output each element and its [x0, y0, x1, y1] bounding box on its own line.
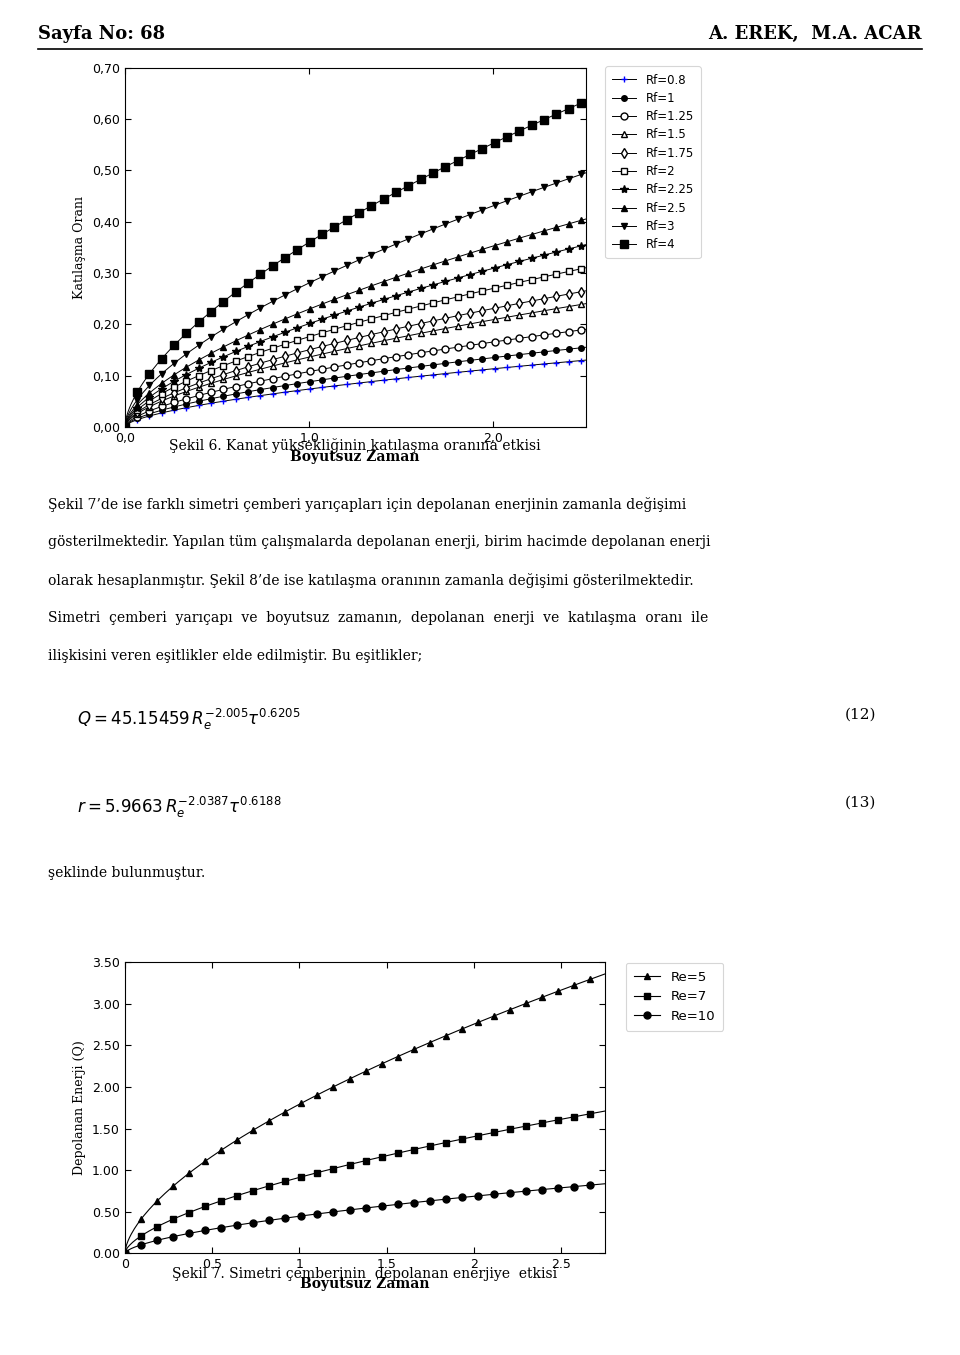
Text: olarak hesaplanmıştır. Şekil 8’de ise katılaşma oranının zamanla değişimi göster: olarak hesaplanmıştır. Şekil 8’de ise ka…: [48, 573, 694, 588]
Text: Sayfa No: 68: Sayfa No: 68: [38, 24, 165, 43]
Text: $Q = 45.15459\,R_e^{-2.005}\tau^{0.6205}$: $Q = 45.15459\,R_e^{-2.005}\tau^{0.6205}…: [77, 707, 300, 733]
Text: Şekil 6. Kanat yüksekliğinin katılaşma oranına etkisi: Şekil 6. Kanat yüksekliğinin katılaşma o…: [169, 438, 541, 453]
Text: (13): (13): [845, 795, 876, 809]
Legend: Re=5, Re=7, Re=10: Re=5, Re=7, Re=10: [626, 963, 723, 1031]
Text: gösterilmektedir. Yapılan tüm çalışmalarda depolanan enerji, birim hacimde depol: gösterilmektedir. Yapılan tüm çalışmalar…: [48, 535, 710, 549]
Y-axis label: Katılaşma Oranı: Katılaşma Oranı: [73, 195, 86, 299]
Text: ilişkisini veren eşitlikler elde edilmiştir. Bu eşitlikler;: ilişkisini veren eşitlikler elde edilmiş…: [48, 649, 422, 663]
Text: Şekil 7. Simetri çemberinin  depolanan enerjiye  etkisi: Şekil 7. Simetri çemberinin depolanan en…: [172, 1267, 558, 1280]
Text: şeklinde bulunmuştur.: şeklinde bulunmuştur.: [48, 866, 205, 879]
X-axis label: Boyutsuz Zaman: Boyutsuz Zaman: [291, 450, 420, 465]
Text: $r = 5.9663\,R_e^{-2.0387}\tau^{0.6188}$: $r = 5.9663\,R_e^{-2.0387}\tau^{0.6188}$: [77, 795, 281, 821]
Text: Şekil 7’de ise farklı simetri çemberi yarıçapları için depolanan enerjinin zaman: Şekil 7’de ise farklı simetri çemberi ya…: [48, 497, 686, 512]
Legend: Rf=0.8, Rf=1, Rf=1.25, Rf=1.5, Rf=1.75, Rf=2, Rf=2.25, Rf=2.5, Rf=3, Rf=4: Rf=0.8, Rf=1, Rf=1.25, Rf=1.5, Rf=1.75, …: [606, 66, 701, 259]
Text: A. EREK,  M.A. ACAR: A. EREK, M.A. ACAR: [708, 24, 922, 43]
Text: (12): (12): [845, 707, 876, 721]
Text: Simetri  çemberi  yarıçapı  ve  boyutsuz  zamanın,  depolanan  enerji  ve  katıl: Simetri çemberi yarıçapı ve boyutsuz zam…: [48, 611, 708, 625]
X-axis label: Boyutsuz Zaman: Boyutsuz Zaman: [300, 1276, 429, 1291]
Y-axis label: Depolanan Enerji (Q): Depolanan Enerji (Q): [73, 1041, 86, 1175]
